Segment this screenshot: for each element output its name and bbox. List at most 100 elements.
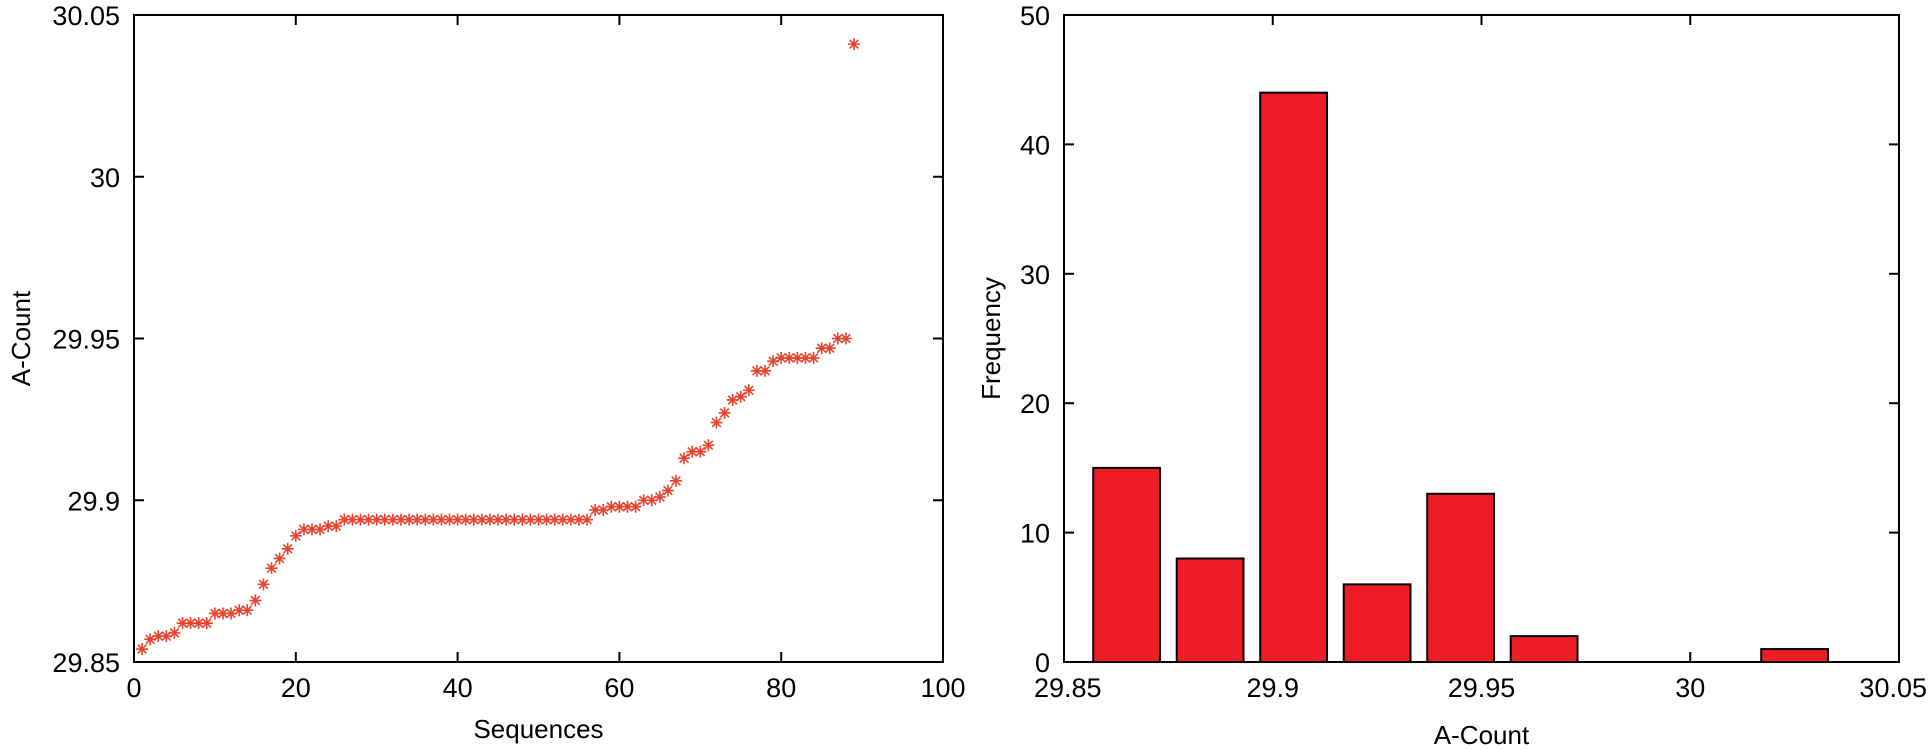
data-point <box>411 513 424 526</box>
data-point <box>370 513 383 526</box>
data-point <box>241 604 254 617</box>
data-point <box>281 542 294 555</box>
data-point <box>184 617 197 630</box>
data-point <box>848 38 861 51</box>
y-tick-label: 30 <box>1020 260 1050 290</box>
x-tick-label: 0 <box>126 673 141 703</box>
data-point <box>322 520 335 533</box>
data-point <box>629 500 642 513</box>
y-tick-label: 40 <box>1020 130 1050 160</box>
histogram-bar <box>1426 492 1496 663</box>
data-point <box>168 626 181 639</box>
data-point <box>670 474 683 487</box>
data-point <box>726 393 739 406</box>
data-point <box>378 513 391 526</box>
data-point <box>467 513 480 526</box>
plot-frame <box>133 14 944 663</box>
data-point <box>710 416 723 429</box>
data-point <box>354 513 367 526</box>
x-tick-label: 30.05 <box>1859 673 1927 703</box>
y-tick-label: 50 <box>1020 1 1050 31</box>
data-point <box>589 503 602 516</box>
data-point <box>200 617 213 630</box>
data-point <box>564 513 577 526</box>
data-point <box>783 351 796 364</box>
data-point <box>516 513 529 526</box>
data-point <box>160 630 173 643</box>
data-point <box>176 617 189 630</box>
x-axis-title: A-Count <box>1434 720 1530 750</box>
data-point <box>297 523 310 536</box>
data-point <box>775 351 788 364</box>
data-point <box>540 513 553 526</box>
x-tick-label: 29.85 <box>1034 673 1102 703</box>
data-point <box>346 513 359 526</box>
data-point <box>791 351 804 364</box>
x-tick-label: 29.95 <box>1448 673 1516 703</box>
data-point <box>152 630 165 643</box>
histogram-bar <box>1509 635 1579 663</box>
data-point <box>362 513 375 526</box>
data-point <box>144 633 157 646</box>
data-point <box>233 604 246 617</box>
data-point <box>524 513 537 526</box>
data-point <box>815 342 828 355</box>
data-point <box>257 578 270 591</box>
histogram-bar <box>1259 91 1329 663</box>
data-point <box>548 513 561 526</box>
data-point <box>305 523 318 536</box>
x-tick-label: 40 <box>443 673 473 703</box>
histogram-bar <box>1342 583 1412 663</box>
data-point <box>653 491 666 504</box>
data-point <box>767 355 780 368</box>
x-tick-label: 80 <box>766 673 796 703</box>
data-point <box>694 445 707 458</box>
x-tick-label: 60 <box>604 673 634 703</box>
y-tick-label: 30.05 <box>52 1 120 31</box>
data-point <box>459 513 472 526</box>
data-point <box>314 523 327 536</box>
y-tick-label: 29.9 <box>67 486 120 516</box>
data-point <box>823 342 836 355</box>
data-point <box>645 494 658 507</box>
scatter-chart: 0 20 40 60 80 100 29.85 29.9 29.95 30 30.05 Sequenc… <box>6 1 966 744</box>
data-point <box>759 364 772 377</box>
data-point <box>427 513 440 526</box>
data-point <box>208 607 221 620</box>
y-axis-title: Frequency <box>976 277 1006 400</box>
data-point <box>249 594 262 607</box>
data-point <box>718 406 731 419</box>
data-point <box>572 513 585 526</box>
histogram-bar <box>1760 648 1830 663</box>
data-point <box>637 494 650 507</box>
data-point <box>799 351 812 364</box>
data-point <box>403 513 416 526</box>
y-tick-label: 29.95 <box>52 325 120 355</box>
data-point <box>216 607 229 620</box>
x-tick-label: 20 <box>281 673 311 703</box>
y-axis-title: A-Count <box>6 290 36 386</box>
data-point <box>225 607 238 620</box>
data-point <box>686 445 699 458</box>
histogram-bar <box>1175 557 1245 663</box>
y-tick-label: 30 <box>90 163 120 193</box>
data-point <box>475 513 488 526</box>
data-point <box>702 439 715 452</box>
y-tick-label: 10 <box>1020 519 1050 549</box>
data-point <box>338 513 351 526</box>
data-point <box>581 513 594 526</box>
data-point <box>419 513 432 526</box>
data-point <box>265 562 278 575</box>
x-tick-label: 30 <box>1675 673 1705 703</box>
data-point <box>556 513 569 526</box>
data-point <box>394 513 407 526</box>
data-point <box>273 552 286 565</box>
data-point <box>451 513 464 526</box>
data-point <box>597 503 610 516</box>
data-point <box>750 364 763 377</box>
data-point <box>613 500 626 513</box>
data-point <box>443 513 456 526</box>
data-point <box>839 332 852 345</box>
data-point <box>192 617 205 630</box>
data-point <box>605 500 618 513</box>
